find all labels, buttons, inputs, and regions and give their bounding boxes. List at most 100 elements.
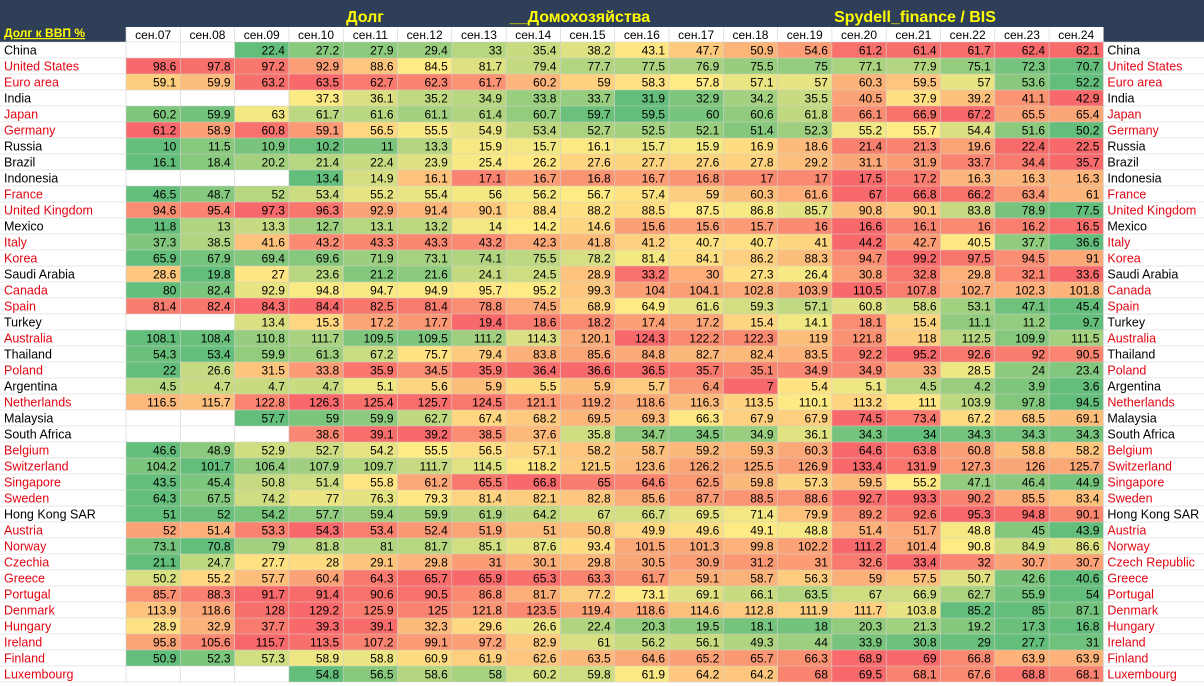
heatmap-cell (723, 458, 778, 474)
heatmap-cell (288, 250, 344, 266)
heatmap-cell (126, 186, 181, 202)
heatmap-cell-empty (180, 314, 235, 330)
heatmap-cell (669, 218, 724, 234)
cell-value: 66.7 (642, 508, 666, 522)
cell-value: 31.5 (262, 364, 286, 378)
cell-value: 27.6 (587, 156, 611, 170)
cell-value: 27.7 (262, 556, 286, 570)
heatmap-cell (451, 490, 507, 506)
heatmap-cell (343, 426, 398, 442)
cell-value: 53.4 (207, 348, 231, 362)
heatmap-cell (343, 394, 398, 410)
cell-value: 50.2 (1076, 124, 1100, 138)
heatmap-cell (886, 586, 941, 602)
heatmap-cell (397, 522, 452, 538)
heatmap-cell (560, 410, 615, 426)
heatmap-cell (669, 618, 724, 634)
heatmap-cell (451, 474, 507, 490)
cell-value: 4.7 (214, 380, 231, 394)
cell-value: 98.6 (153, 60, 177, 74)
country-label-right: Czech Republic (1107, 556, 1195, 570)
cell-value: 95.7 (479, 284, 503, 298)
cell-value: 33.6 (1076, 268, 1100, 282)
cell-value: 42.7 (913, 236, 937, 250)
heatmap-cell (777, 618, 832, 634)
heatmap-cell (994, 618, 1050, 634)
cell-value: 11.1 (968, 316, 991, 330)
heatmap-cell (614, 170, 669, 186)
cell-value: 61.6 (805, 188, 829, 202)
grid-lines (0, 27, 1204, 683)
cell-value: 46.4 (1022, 476, 1046, 490)
cell-value: 16 (815, 220, 829, 234)
heatmap-cell (288, 474, 344, 490)
heatmap-cell (614, 154, 669, 170)
heatmap-cell (777, 74, 832, 90)
cell-value: 102.2 (798, 540, 828, 554)
heatmap-cell (723, 394, 778, 410)
heatmap-cell (506, 650, 561, 666)
heatmap-cell (831, 618, 887, 634)
heatmap-cell (126, 282, 181, 298)
cell-value: 55.2 (859, 124, 883, 138)
cell-value: 33.8 (533, 92, 557, 106)
heatmap-cell (940, 90, 995, 106)
cell-value: 16.9 (750, 140, 774, 154)
cell-value: 59.9 (370, 412, 394, 426)
heatmap-cell (831, 666, 887, 682)
cell-value: 119.2 (582, 396, 611, 410)
cell-value: 116.3 (690, 396, 719, 410)
cell-value: 47.1 (1022, 300, 1046, 314)
cell-value: 65.5 (1022, 108, 1046, 122)
cell-value: 13.2 (424, 220, 448, 234)
heatmap-cell (777, 138, 832, 154)
heatmap-cell (886, 506, 941, 522)
heatmap-cell (1049, 250, 1104, 266)
heatmap-cell (777, 90, 832, 106)
cell-value: 85.2 (967, 604, 991, 618)
cell-value: 67 (869, 588, 883, 602)
cell-value: 82.1 (533, 492, 557, 506)
heatmap-cell (343, 522, 398, 538)
cell-value: 10.2 (316, 140, 340, 154)
cell-value: 66.9 (913, 108, 937, 122)
cell-value: 65.3 (533, 572, 557, 586)
cell-value: 47.1 (967, 476, 991, 490)
heatmap-cell (397, 570, 452, 586)
cell-value: 90.1 (1076, 508, 1100, 522)
heatmap-cell (831, 122, 887, 138)
heatmap-cell (180, 154, 235, 170)
cell-value: 32.3 (424, 620, 448, 634)
cell-value: 42.3 (533, 236, 557, 250)
heatmap-cell (994, 586, 1050, 602)
cell-value: 65.9 (479, 572, 503, 586)
cell-value: 82.4 (207, 300, 231, 314)
cell-value: 56.1 (696, 636, 720, 650)
heatmap-cell (777, 250, 832, 266)
heatmap-cell (506, 234, 561, 250)
heatmap-cell (343, 266, 398, 282)
heatmap-cell (397, 202, 452, 218)
cell-value: 64.6 (642, 652, 666, 666)
heatmap-cell (777, 474, 832, 490)
column-header: сен.13 (461, 28, 497, 42)
heatmap-cell (234, 602, 289, 618)
cell-value: 86.8 (479, 588, 503, 602)
cell-value: 59.9 (262, 348, 286, 362)
heatmap-cell (777, 394, 832, 410)
cell-value: 60.8 (859, 300, 883, 314)
heatmap-cell (180, 570, 235, 586)
heatmap-cell (886, 282, 941, 298)
heatmap-cell (614, 554, 669, 570)
heatmap-cell (994, 666, 1050, 682)
heatmap-cell (940, 586, 995, 602)
cell-value: 113.5 (744, 396, 773, 410)
heatmap-cell (994, 570, 1050, 586)
cell-value: 118.6 (201, 604, 230, 618)
cell-value: 86.6 (1076, 540, 1100, 554)
cell-value: 131.9 (906, 460, 936, 474)
cell-value: 15.9 (696, 140, 720, 154)
heatmap-cell (831, 554, 887, 570)
cell-value: 14.6 (587, 220, 611, 234)
heatmap-cell (343, 554, 398, 570)
